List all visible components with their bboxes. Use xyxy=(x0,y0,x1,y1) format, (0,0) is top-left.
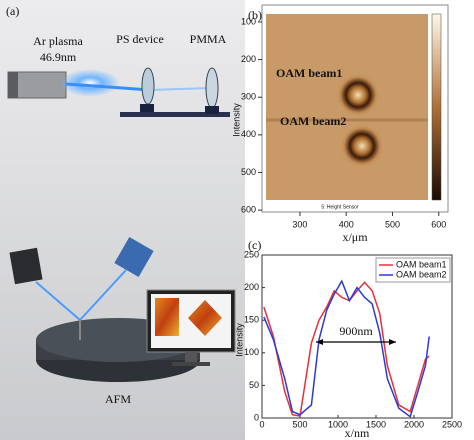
y-tick-label: 200 xyxy=(244,282,259,292)
y-tick-label: 150 xyxy=(244,315,259,325)
y-tick-label: 300 xyxy=(241,92,256,102)
x-tick-label: 400 xyxy=(339,219,354,229)
panel-label: (c) xyxy=(248,238,261,252)
legend-box xyxy=(375,257,451,283)
y-tick-label: 100 xyxy=(241,16,256,26)
beam2-label: OAM beam2 xyxy=(280,114,346,128)
x-tick-label: 2500 xyxy=(442,419,462,429)
y-axis-label: Intensity xyxy=(231,103,241,137)
y-tick-label: 50 xyxy=(249,380,259,390)
x-tick-label: 1500 xyxy=(366,419,386,429)
y-axis-label: Intensity xyxy=(234,323,244,357)
y-tick-label: 0 xyxy=(254,412,259,422)
y-tick-label: 500 xyxy=(241,167,256,177)
resist-label: PMMA xyxy=(190,32,227,46)
panel-label: (b) xyxy=(248,8,262,22)
x-tick-label: 2000 xyxy=(404,419,424,429)
x-axis-label: x/μm xyxy=(342,230,368,244)
x-tick-label: 1000 xyxy=(328,419,348,429)
y-tick-label: 400 xyxy=(241,129,256,139)
afm-image xyxy=(261,4,449,213)
y-tick-label: 100 xyxy=(244,347,259,357)
x-tick-label: 500 xyxy=(385,219,400,229)
annotation: 900nm xyxy=(339,324,373,338)
x-tick-label: 300 xyxy=(292,219,307,229)
wavelength-label: 46.9nm xyxy=(40,50,77,64)
y-tick-label: 250 xyxy=(244,249,259,259)
y-tick-label: 200 xyxy=(241,54,256,64)
series-line xyxy=(263,279,430,418)
x-tick-label: 600 xyxy=(431,219,446,229)
legend-label: OAM beam2 xyxy=(396,269,447,279)
device-label: PS device xyxy=(116,32,164,46)
sensor-label: 5: Height Sensor xyxy=(321,204,359,210)
x-axis-label: x/nm xyxy=(345,426,370,440)
source-label: Ar plasma xyxy=(33,34,83,48)
legend-label: OAM beam1 xyxy=(396,259,447,269)
x-tick-label: 500 xyxy=(292,419,307,429)
instrument-label: AFM xyxy=(105,392,131,406)
beam1-label: OAM beam1 xyxy=(276,66,342,80)
x-tick-label: 0 xyxy=(259,419,264,429)
panel-label: (a) xyxy=(6,4,19,18)
y-tick-label: 600 xyxy=(241,204,256,214)
illustration xyxy=(7,67,236,382)
